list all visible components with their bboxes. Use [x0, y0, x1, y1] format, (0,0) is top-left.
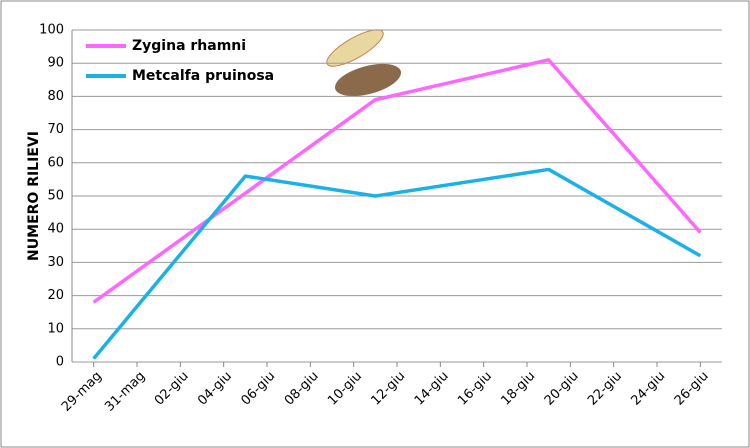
- y-tick-label: 50: [47, 189, 64, 204]
- y-tick-label: 70: [47, 122, 64, 137]
- y-tick-label: 10: [47, 321, 64, 336]
- chart: NUMERO RILIEVI 010203040506070809010029-…: [0, 0, 750, 448]
- y-tick-label: 20: [47, 288, 64, 303]
- y-tick-label: 40: [47, 222, 64, 237]
- y-axis-label: NUMERO RILIEVI: [26, 131, 42, 261]
- legend-label: Metcalfa pruinosa: [132, 68, 274, 84]
- y-tick-label: 0: [56, 355, 64, 370]
- y-tick-label: 60: [47, 155, 64, 170]
- y-tick-label: 90: [47, 56, 64, 71]
- y-tick-label: 80: [47, 89, 64, 104]
- y-tick-label: 100: [39, 23, 64, 38]
- legend-label: Zygina rhamni: [132, 38, 246, 54]
- y-tick-label: 30: [47, 255, 64, 270]
